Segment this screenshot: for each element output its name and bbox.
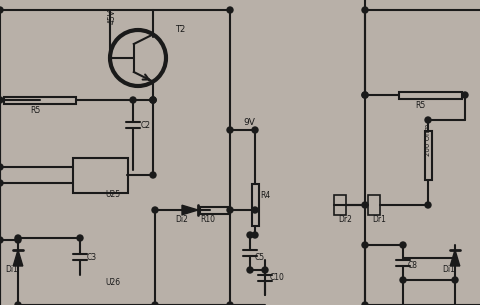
Text: 200 Ohm: 200 Ohm <box>425 124 431 156</box>
Circle shape <box>15 235 21 241</box>
Circle shape <box>227 7 233 13</box>
Text: Di1: Di1 <box>5 265 18 274</box>
Text: Dr2: Dr2 <box>338 215 352 224</box>
Text: U26: U26 <box>105 278 120 287</box>
Circle shape <box>15 302 21 305</box>
Text: R5: R5 <box>415 101 425 110</box>
Text: R4: R4 <box>260 191 270 200</box>
Text: C10: C10 <box>270 273 285 282</box>
Text: Di1: Di1 <box>442 265 455 274</box>
Circle shape <box>15 237 21 243</box>
Circle shape <box>150 97 156 103</box>
Bar <box>368 195 380 215</box>
Text: C5: C5 <box>255 253 265 262</box>
Circle shape <box>0 7 3 13</box>
Polygon shape <box>13 250 23 266</box>
Circle shape <box>0 164 3 170</box>
Circle shape <box>362 302 368 305</box>
Circle shape <box>227 207 233 213</box>
Polygon shape <box>182 205 198 215</box>
Polygon shape <box>450 250 460 266</box>
Circle shape <box>152 207 158 213</box>
Circle shape <box>227 302 233 305</box>
Circle shape <box>150 172 156 178</box>
Circle shape <box>252 207 258 213</box>
Circle shape <box>77 235 83 241</box>
Circle shape <box>252 127 258 133</box>
Circle shape <box>425 202 431 208</box>
Text: R10: R10 <box>200 215 215 224</box>
Circle shape <box>0 97 3 103</box>
Text: U25: U25 <box>105 190 120 199</box>
Circle shape <box>362 7 368 13</box>
Circle shape <box>150 97 156 103</box>
Bar <box>72 157 128 192</box>
Circle shape <box>362 92 368 98</box>
Circle shape <box>462 92 468 98</box>
Circle shape <box>152 302 158 305</box>
Text: 45V: 45V <box>108 9 117 24</box>
Circle shape <box>247 267 253 273</box>
Circle shape <box>400 277 406 283</box>
Text: C2: C2 <box>141 121 151 130</box>
Bar <box>4 96 76 103</box>
Circle shape <box>362 242 368 248</box>
Circle shape <box>362 202 368 208</box>
Bar <box>334 195 346 215</box>
Text: C8: C8 <box>408 261 418 270</box>
Circle shape <box>0 237 3 243</box>
Circle shape <box>362 92 368 98</box>
Circle shape <box>425 117 431 123</box>
Bar <box>200 206 230 214</box>
Circle shape <box>247 232 253 238</box>
Text: T2: T2 <box>175 25 185 34</box>
Text: Di2: Di2 <box>175 215 188 224</box>
Circle shape <box>252 232 258 238</box>
Text: R5: R5 <box>30 106 40 115</box>
Text: Dr1: Dr1 <box>372 215 386 224</box>
Circle shape <box>0 180 3 186</box>
Circle shape <box>262 267 268 273</box>
Text: C3: C3 <box>87 253 97 262</box>
Text: 9V: 9V <box>243 118 255 127</box>
Circle shape <box>227 127 233 133</box>
Circle shape <box>452 277 458 283</box>
Bar <box>252 184 259 226</box>
Circle shape <box>130 97 136 103</box>
Circle shape <box>400 242 406 248</box>
Bar <box>398 92 461 99</box>
Bar <box>424 131 432 180</box>
Circle shape <box>150 97 156 103</box>
